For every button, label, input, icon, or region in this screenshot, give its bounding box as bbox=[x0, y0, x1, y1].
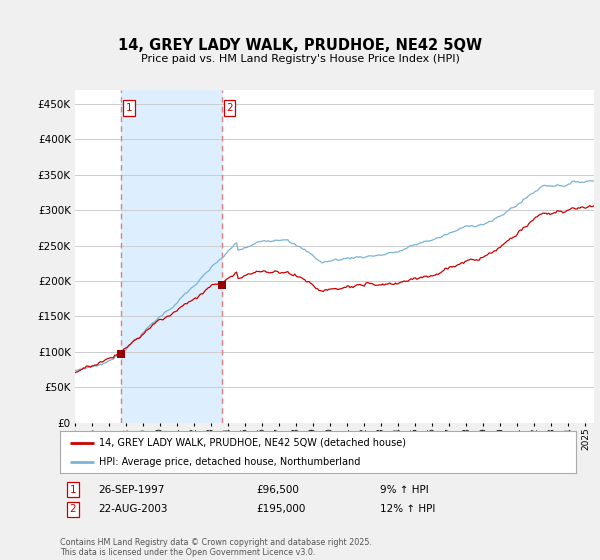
Text: 14, GREY LADY WALK, PRUDHOE, NE42 5QW: 14, GREY LADY WALK, PRUDHOE, NE42 5QW bbox=[118, 38, 482, 53]
Text: £195,000: £195,000 bbox=[256, 505, 305, 515]
Text: Contains HM Land Registry data © Crown copyright and database right 2025.
This d: Contains HM Land Registry data © Crown c… bbox=[60, 538, 372, 557]
Text: 12% ↑ HPI: 12% ↑ HPI bbox=[380, 505, 435, 515]
Text: 2: 2 bbox=[226, 103, 233, 113]
Bar bbox=[121, 90, 222, 423]
Text: Price paid vs. HM Land Registry's House Price Index (HPI): Price paid vs. HM Land Registry's House … bbox=[140, 54, 460, 64]
Text: 22-AUG-2003: 22-AUG-2003 bbox=[98, 505, 168, 515]
Text: 9% ↑ HPI: 9% ↑ HPI bbox=[380, 485, 428, 495]
Text: 2: 2 bbox=[70, 505, 76, 515]
Text: HPI: Average price, detached house, Northumberland: HPI: Average price, detached house, Nort… bbox=[98, 457, 360, 467]
Text: 1: 1 bbox=[70, 485, 76, 495]
Text: 26-SEP-1997: 26-SEP-1997 bbox=[98, 485, 165, 495]
Text: 1: 1 bbox=[125, 103, 132, 113]
Text: 14, GREY LADY WALK, PRUDHOE, NE42 5QW (detached house): 14, GREY LADY WALK, PRUDHOE, NE42 5QW (d… bbox=[98, 437, 406, 447]
Text: £96,500: £96,500 bbox=[256, 485, 299, 495]
